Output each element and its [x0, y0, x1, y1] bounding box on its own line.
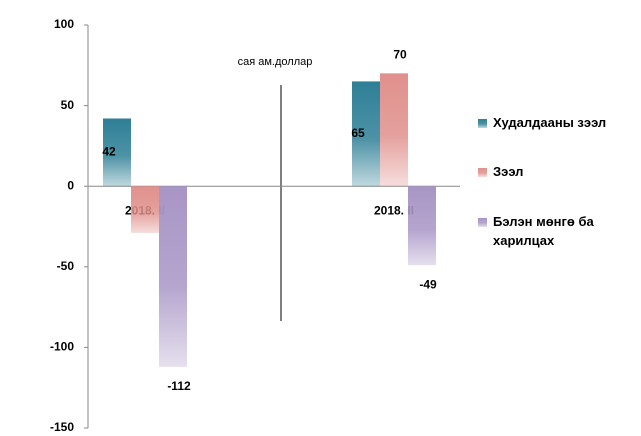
- legend-swatch: [478, 119, 487, 128]
- legend-swatch: [478, 168, 487, 177]
- chart-subtitle: сая ам.доллар: [238, 56, 313, 68]
- legend-label: Бэлэн мөнгө ба харилцах: [493, 214, 594, 248]
- legend-swatch: [478, 218, 487, 227]
- bar: [408, 186, 436, 266]
- y-tick-label: -150: [50, 420, 74, 434]
- y-tick-label: -50: [57, 259, 75, 273]
- bar: [103, 118, 131, 187]
- data-label: 70: [393, 48, 407, 62]
- bar: [159, 186, 187, 367]
- y-tick-label: 50: [61, 98, 75, 112]
- y-tick-label: -100: [50, 340, 74, 354]
- data-label: 42: [102, 145, 116, 159]
- data-label: -49: [419, 277, 437, 291]
- legend-label: Зээл: [493, 164, 524, 179]
- legend-label: Худалдааны зээл: [493, 115, 607, 130]
- x-tick-label: 2018. II: [374, 203, 414, 217]
- bar: [131, 186, 159, 233]
- bar: [352, 81, 380, 187]
- bar: [380, 73, 408, 187]
- data-label: -112: [167, 379, 191, 393]
- data-label: 65: [351, 126, 365, 140]
- y-tick-label: 100: [54, 17, 74, 31]
- y-tick-label: 0: [67, 178, 74, 192]
